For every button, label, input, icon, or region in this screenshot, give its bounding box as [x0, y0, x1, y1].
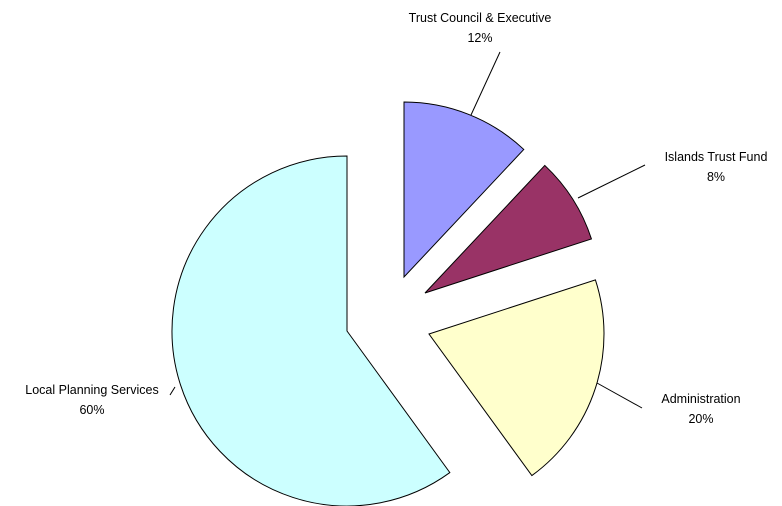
slice-label-islands-trust-fund: Islands Trust Fund: [665, 150, 768, 164]
pie-slice-administration: [428, 279, 605, 477]
pie-slice-islands-trust-fund: [424, 164, 593, 294]
slice-label-trust-council: Trust Council & Executive: [409, 11, 552, 25]
leader-lines: [169, 51, 646, 409]
slice-value-trust-council: 12%: [467, 31, 492, 45]
leader-line-trust-council: [470, 51, 501, 116]
slice-value-local-planning: 60%: [79, 403, 104, 417]
leader-line-islands-trust-fund: [577, 164, 646, 199]
leader-line-administration: [596, 382, 643, 409]
slice-label-local-planning: Local Planning Services: [25, 383, 158, 397]
pie-slices: [171, 101, 605, 506]
leader-line-local-planning: [169, 386, 176, 396]
pie-slice-local-planning: [171, 155, 451, 506]
slice-value-islands-trust-fund: 8%: [707, 170, 725, 184]
slice-value-administration: 20%: [688, 412, 713, 426]
pie-slice-trust-council: [403, 101, 525, 279]
slice-label-administration: Administration: [661, 392, 740, 406]
slice-labels: Trust Council & Executive 12% Islands Tr…: [25, 11, 767, 426]
